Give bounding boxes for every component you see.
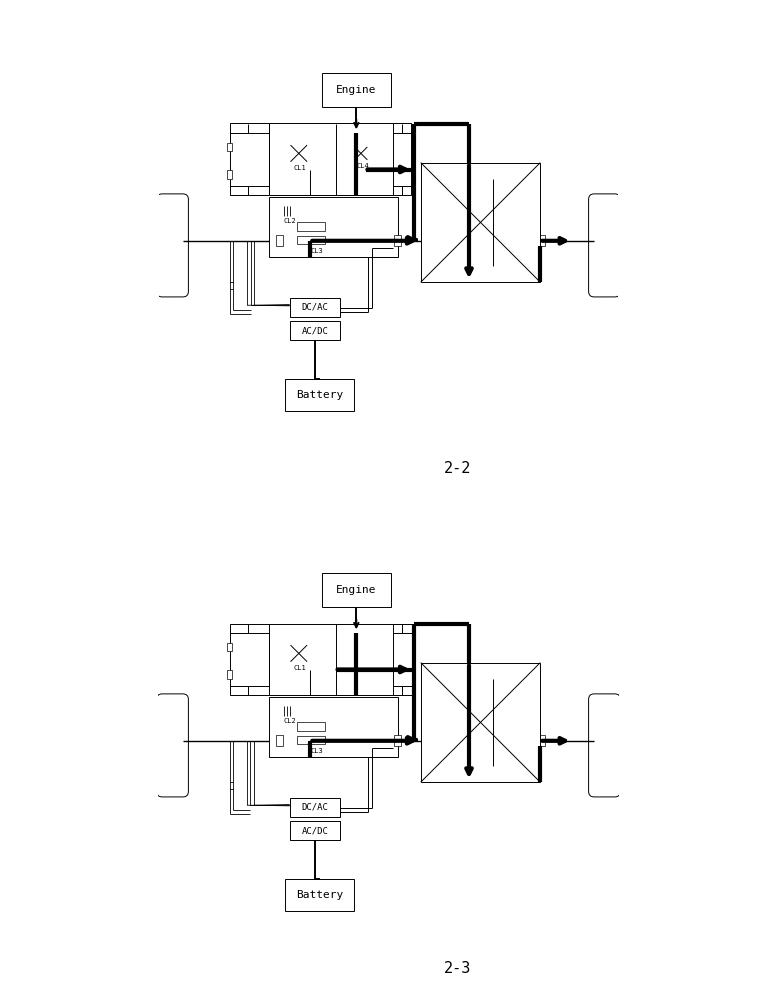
Bar (269, 624, 398, 695)
Bar (420, 663, 540, 782)
Bar (393, 123, 412, 195)
Bar (538, 235, 545, 246)
Bar (322, 73, 391, 107)
Bar (285, 379, 354, 411)
Bar (393, 624, 412, 695)
FancyBboxPatch shape (157, 194, 188, 297)
Bar (322, 573, 391, 607)
Bar (269, 197, 398, 257)
Bar (290, 298, 340, 317)
Bar (394, 235, 402, 246)
Bar (290, 798, 340, 817)
Text: Battery: Battery (296, 390, 343, 400)
Text: Engine: Engine (336, 585, 377, 595)
Bar (290, 321, 340, 340)
Bar (227, 643, 232, 651)
Bar (269, 697, 398, 757)
Bar (297, 222, 325, 231)
FancyBboxPatch shape (157, 694, 188, 797)
Text: DC/AC: DC/AC (301, 303, 329, 312)
Bar (276, 735, 283, 746)
Text: CL3: CL3 (311, 248, 323, 254)
Text: Engine: Engine (336, 85, 377, 95)
Text: AC/DC: AC/DC (301, 326, 329, 335)
Bar (276, 235, 283, 246)
FancyBboxPatch shape (589, 694, 620, 797)
Bar (230, 624, 269, 695)
Bar (297, 736, 325, 744)
Bar (290, 821, 340, 840)
Text: DC/AC: DC/AC (301, 803, 329, 812)
Bar (420, 163, 540, 282)
Bar (297, 722, 325, 731)
Text: 2-2: 2-2 (444, 461, 471, 476)
Bar (394, 735, 402, 746)
Text: CL1: CL1 (294, 665, 306, 671)
Bar (227, 670, 232, 679)
Text: 2-3: 2-3 (444, 961, 471, 976)
Text: CL2: CL2 (284, 718, 296, 724)
Bar (227, 143, 232, 151)
Bar (297, 236, 325, 244)
Text: CL2: CL2 (284, 218, 296, 224)
Text: CL1: CL1 (294, 165, 306, 171)
Text: AC/DC: AC/DC (301, 826, 329, 835)
Text: CL3: CL3 (311, 748, 323, 754)
Bar (285, 879, 354, 911)
FancyBboxPatch shape (589, 194, 620, 297)
Bar (230, 123, 269, 195)
Bar (538, 735, 545, 746)
Bar (227, 170, 232, 179)
Bar (269, 123, 398, 195)
Text: Battery: Battery (296, 890, 343, 900)
Text: CL4: CL4 (357, 163, 370, 169)
